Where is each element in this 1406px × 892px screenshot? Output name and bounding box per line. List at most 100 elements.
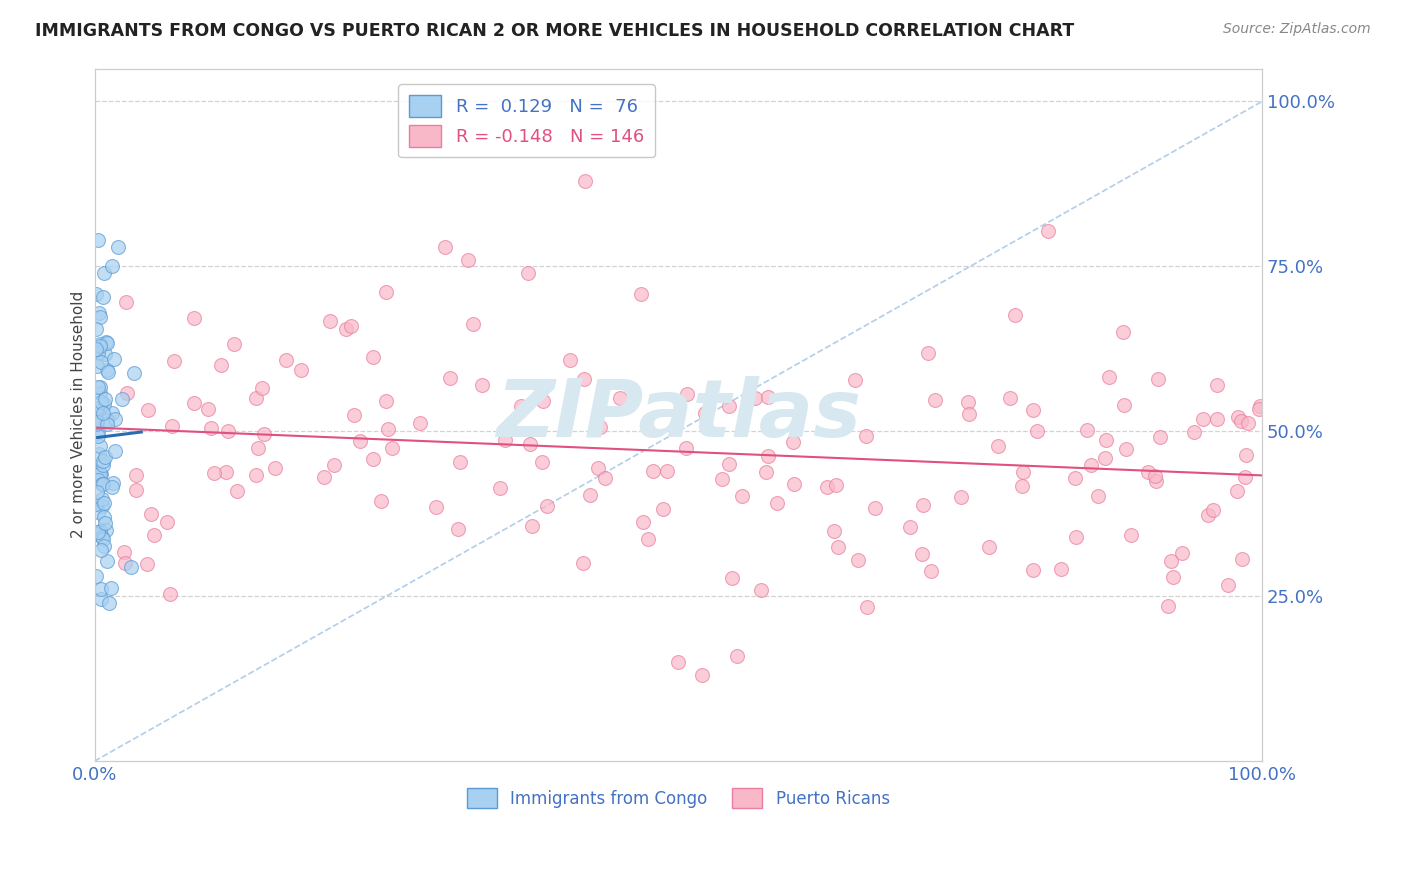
Point bbox=[361, 452, 384, 467]
Point bbox=[675, 441, 697, 455]
Point bbox=[89, 306, 111, 320]
Point bbox=[125, 483, 148, 498]
Point bbox=[572, 371, 595, 385]
Y-axis label: 2 or more Vehicles in Household: 2 or more Vehicles in Household bbox=[72, 291, 86, 539]
Point bbox=[91, 406, 114, 420]
Point bbox=[94, 516, 117, 531]
Point bbox=[447, 522, 470, 536]
Point bbox=[731, 489, 754, 503]
Point bbox=[247, 441, 270, 455]
Point bbox=[593, 471, 616, 485]
Point bbox=[84, 287, 107, 301]
Point bbox=[409, 416, 432, 430]
Point bbox=[94, 523, 117, 537]
Point bbox=[1149, 430, 1171, 444]
Text: Source: ZipAtlas.com: Source: ZipAtlas.com bbox=[1223, 22, 1371, 37]
Point bbox=[651, 502, 673, 516]
Point bbox=[121, 560, 143, 574]
Point bbox=[471, 378, 494, 392]
Point bbox=[517, 266, 540, 280]
Point bbox=[202, 467, 225, 481]
Point bbox=[93, 458, 115, 472]
Point bbox=[911, 498, 934, 512]
Point bbox=[96, 336, 118, 351]
Point bbox=[1182, 425, 1205, 439]
Point bbox=[530, 455, 553, 469]
Point bbox=[855, 428, 877, 442]
Point bbox=[1094, 450, 1116, 465]
Point bbox=[1218, 578, 1240, 592]
Point bbox=[855, 600, 877, 615]
Point bbox=[91, 290, 114, 304]
Point bbox=[579, 488, 602, 502]
Point bbox=[84, 322, 107, 336]
Point bbox=[1233, 470, 1256, 484]
Point bbox=[917, 345, 939, 359]
Point bbox=[93, 510, 115, 524]
Point bbox=[139, 507, 162, 521]
Point bbox=[122, 366, 145, 380]
Point bbox=[156, 515, 179, 529]
Point bbox=[1064, 471, 1087, 485]
Point bbox=[825, 477, 848, 491]
Point bbox=[531, 394, 554, 409]
Point bbox=[1098, 370, 1121, 384]
Point bbox=[93, 532, 115, 546]
Point bbox=[863, 501, 886, 516]
Point bbox=[162, 354, 184, 368]
Point bbox=[245, 391, 267, 405]
Point bbox=[494, 433, 516, 447]
Point bbox=[381, 441, 404, 455]
Point bbox=[457, 252, 479, 267]
Point bbox=[86, 415, 108, 429]
Point bbox=[911, 547, 934, 561]
Point bbox=[97, 365, 120, 379]
Point bbox=[1226, 409, 1249, 424]
Point bbox=[449, 455, 471, 469]
Point bbox=[335, 322, 357, 336]
Point bbox=[114, 556, 136, 570]
Point bbox=[103, 352, 125, 367]
Point bbox=[1171, 546, 1194, 560]
Point bbox=[1095, 433, 1118, 447]
Point bbox=[160, 419, 183, 434]
Point bbox=[94, 450, 117, 465]
Point bbox=[91, 500, 114, 514]
Point bbox=[94, 392, 117, 406]
Point bbox=[536, 499, 558, 513]
Point bbox=[1249, 399, 1271, 413]
Point bbox=[97, 596, 120, 610]
Point bbox=[183, 396, 205, 410]
Point bbox=[224, 336, 246, 351]
Point bbox=[96, 335, 118, 350]
Point bbox=[87, 429, 110, 443]
Point bbox=[439, 371, 461, 385]
Point bbox=[1230, 414, 1253, 428]
Point bbox=[1112, 398, 1135, 412]
Point bbox=[110, 392, 132, 406]
Point bbox=[950, 490, 973, 504]
Legend: Immigrants from Congo, Puerto Ricans: Immigrants from Congo, Puerto Ricans bbox=[460, 781, 897, 815]
Point bbox=[519, 437, 541, 451]
Point bbox=[91, 453, 114, 467]
Point bbox=[571, 556, 593, 570]
Point bbox=[290, 363, 312, 377]
Point bbox=[1144, 475, 1167, 489]
Point bbox=[90, 582, 112, 597]
Point bbox=[84, 569, 107, 583]
Point bbox=[84, 412, 107, 426]
Point bbox=[90, 530, 112, 544]
Point bbox=[103, 475, 125, 490]
Point bbox=[1036, 224, 1059, 238]
Point bbox=[86, 359, 108, 373]
Point bbox=[96, 362, 118, 376]
Point bbox=[589, 420, 612, 434]
Point bbox=[461, 317, 484, 331]
Point bbox=[924, 392, 946, 407]
Point bbox=[374, 285, 396, 299]
Point bbox=[1144, 469, 1167, 483]
Point bbox=[756, 449, 779, 463]
Point bbox=[433, 239, 456, 253]
Point bbox=[87, 380, 110, 394]
Point bbox=[756, 390, 779, 404]
